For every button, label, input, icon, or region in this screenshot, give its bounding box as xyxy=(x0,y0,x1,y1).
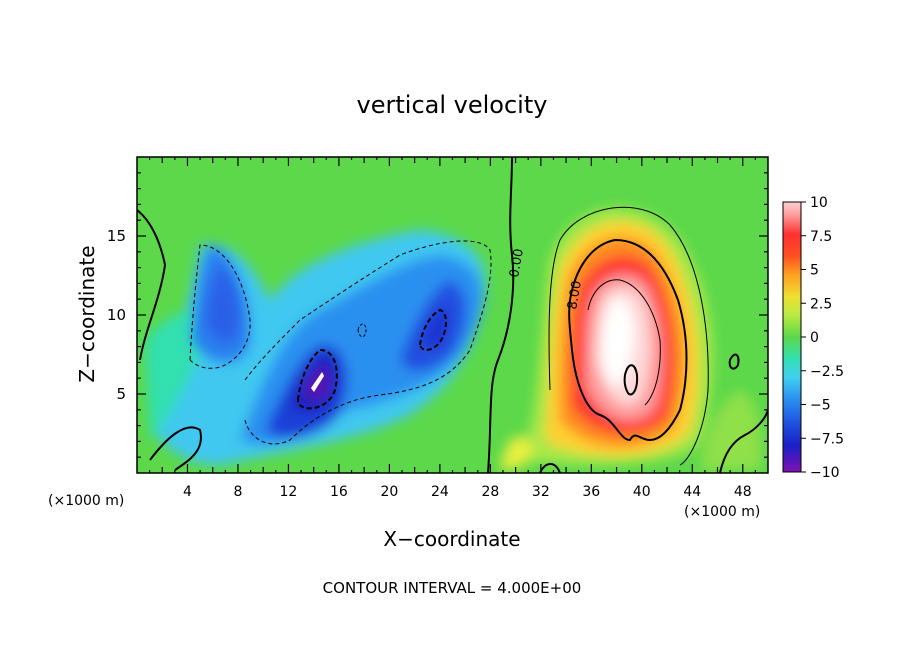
x-tick-labels: 4 8 12 16 20 24 28 32 36 40 44 48 xyxy=(183,484,752,500)
y-tick-label: 10 xyxy=(107,306,126,324)
colorbar-tick-label: 7.5 xyxy=(810,229,832,245)
axis-ticks xyxy=(137,157,768,473)
contour-interval-note: CONTOUR INTERVAL = 4.000E+00 xyxy=(323,579,582,597)
contour-label-eight: 8.00 xyxy=(565,280,585,311)
velocity-field xyxy=(137,157,768,473)
y-tick-label: 5 xyxy=(116,385,126,403)
x-tick-label: 8 xyxy=(233,484,242,500)
x-tick-label: 48 xyxy=(734,484,752,500)
contour-label-zero: 0.00 xyxy=(507,248,527,279)
x-tick-label: 36 xyxy=(582,484,600,500)
x-tick-label: 28 xyxy=(481,484,499,500)
x-tick-label: 4 xyxy=(183,484,192,500)
colorbar-tick-label: 10 xyxy=(810,195,828,211)
y-tick-labels: 5 10 15 xyxy=(107,227,126,403)
x-tick-label: 40 xyxy=(633,484,651,500)
x-tick-label: 44 xyxy=(683,484,701,500)
x-tick-label: 16 xyxy=(330,484,348,500)
colorbar-tick-label: −5 xyxy=(810,398,831,414)
colorbar-tick-label: −10 xyxy=(810,465,840,481)
contour-lines xyxy=(137,157,768,473)
y-tick-label: 15 xyxy=(107,227,126,245)
colorbar-tick-label: −2.5 xyxy=(810,364,844,380)
colorbar-tick-label: 0 xyxy=(810,330,819,346)
contour-labels: 0.00 8.00 xyxy=(507,248,585,311)
colorbar-tick-label: 5 xyxy=(810,263,819,279)
x-tick-label: 24 xyxy=(431,484,449,500)
x-tick-label: 20 xyxy=(380,484,398,500)
colorbar: 10 7.5 5 2.5 0 −2.5 −5 −7.5 −10 xyxy=(782,195,844,481)
x-unit-left: (×1000 m) xyxy=(48,493,124,509)
x-tick-label: 12 xyxy=(280,484,298,500)
x-axis-label: X−coordinate xyxy=(383,527,520,551)
colorbar-tick-label: −7.5 xyxy=(810,431,844,447)
y-axis-label: Z−coordinate xyxy=(75,245,99,382)
x-tick-label: 32 xyxy=(532,484,550,500)
colorbar-tick-label: 2.5 xyxy=(810,296,832,312)
x-unit-right: (×1000 m) xyxy=(684,504,760,520)
colorbar-ticks: 10 7.5 5 2.5 0 −2.5 −5 −7.5 −10 xyxy=(801,195,844,481)
chart-title: vertical velocity xyxy=(357,91,548,119)
